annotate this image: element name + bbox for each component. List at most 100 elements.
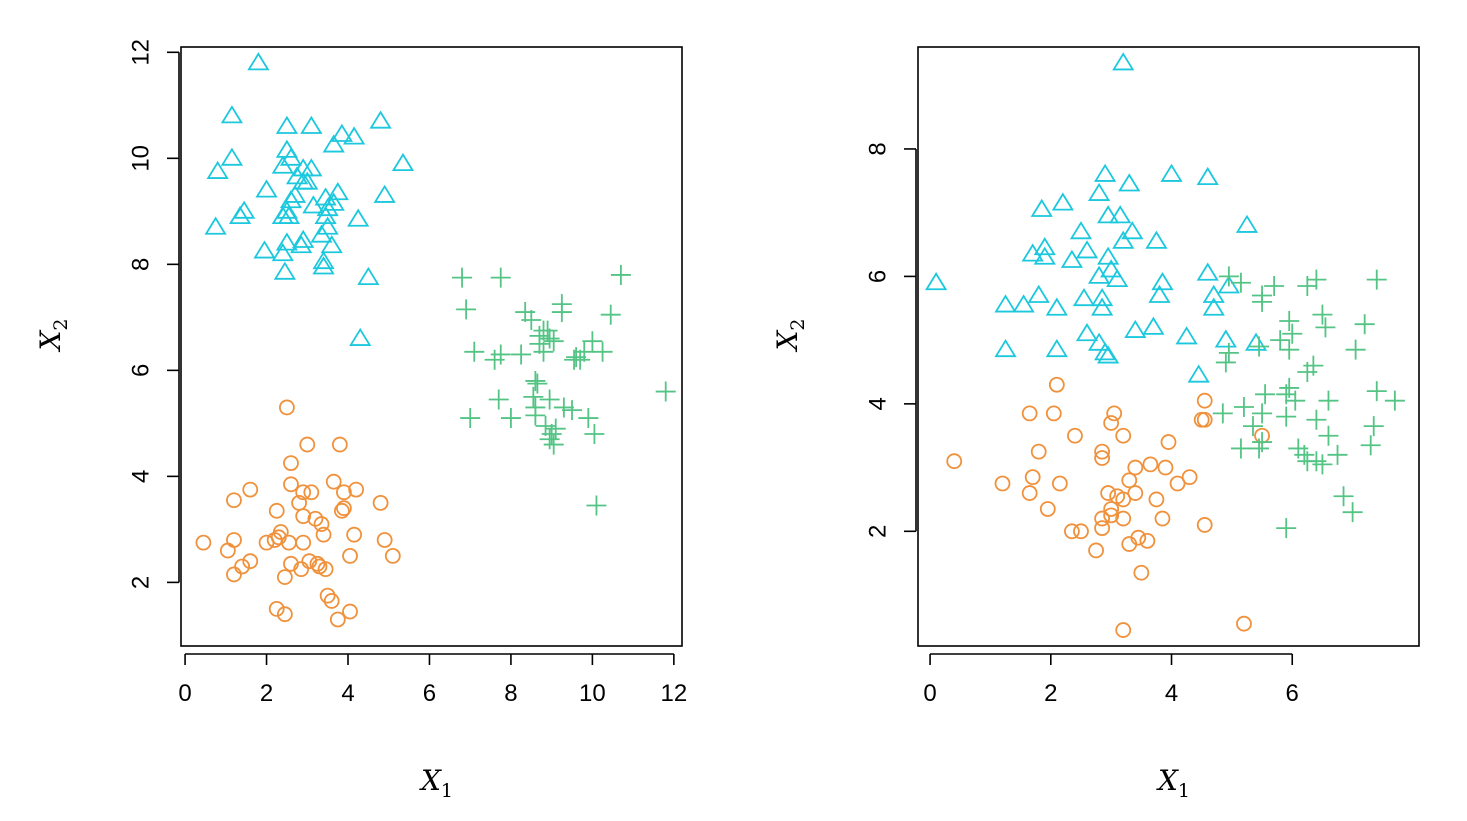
circle-point (1121, 472, 1138, 489)
circle-point (336, 500, 352, 517)
triangle-point (373, 184, 396, 203)
triangle-point (322, 134, 345, 153)
triangle-point (1148, 284, 1171, 303)
triangle-point (326, 182, 349, 201)
circle-point (1094, 510, 1111, 527)
triangle-point (228, 205, 252, 225)
circle-point (1115, 622, 1132, 638)
plus-point (1306, 409, 1327, 430)
plus-point (1212, 403, 1233, 424)
plus-point (1243, 416, 1264, 437)
plus-point (541, 423, 562, 444)
circle-point (1103, 501, 1120, 517)
plus-point (1312, 304, 1333, 325)
triangle-point (1124, 319, 1147, 338)
circle-point (1160, 434, 1177, 450)
triangle-point (1097, 345, 1120, 364)
triangle-point (1160, 163, 1183, 182)
y-tick-label: 10 (128, 145, 155, 172)
circle-point (1196, 517, 1213, 533)
triangle-point (271, 243, 294, 262)
circle-point (268, 600, 285, 617)
x-tick-label: 4 (341, 680, 354, 707)
x-tick-label: 2 (260, 680, 273, 707)
triangle-point (1094, 342, 1117, 361)
plus-point (1264, 275, 1285, 296)
triangle-point (1097, 205, 1120, 224)
circle-point (279, 399, 295, 416)
plus-point (1215, 352, 1236, 373)
plus-point (1230, 438, 1251, 459)
circle-point (1064, 523, 1080, 540)
triangle-point (1112, 230, 1135, 249)
plus-point (539, 328, 560, 349)
circle-point (1142, 456, 1159, 473)
triangle-point (1196, 262, 1219, 281)
triangle-point (220, 147, 244, 166)
triangle-point (273, 261, 296, 280)
plus-point (1297, 361, 1318, 382)
plus-point (490, 267, 511, 288)
plus-point (543, 434, 564, 455)
circle-point (342, 547, 358, 564)
circle-point (234, 558, 250, 575)
plus-point (655, 381, 676, 402)
x-tick-label: 12 (661, 680, 688, 707)
plus-point (1384, 390, 1405, 411)
circle-point (276, 606, 293, 623)
circle-point (1181, 469, 1198, 486)
circle-point (348, 481, 365, 498)
plus-point (525, 370, 546, 391)
circle-point (1094, 520, 1111, 537)
plus-point (1312, 454, 1333, 475)
triangle-point (300, 158, 323, 177)
triangle-point (310, 224, 333, 243)
triangle-point (312, 250, 335, 270)
circle-point (336, 484, 352, 501)
circle-point (1169, 475, 1186, 492)
triangle-point (1033, 246, 1056, 265)
triangle-point (292, 229, 315, 248)
triangle-point (1145, 230, 1168, 249)
circle-point (1039, 501, 1056, 517)
plus-point (1282, 323, 1303, 344)
triangle-point (343, 126, 366, 145)
circle-point (1115, 427, 1132, 444)
circle-point (994, 475, 1011, 492)
triangle-point (1112, 52, 1135, 71)
plus-point (539, 429, 560, 450)
triangle-point (316, 216, 339, 235)
circle-point (1088, 542, 1104, 559)
triangle-point (1087, 265, 1111, 284)
plus-point (488, 389, 509, 410)
circle-point (295, 534, 312, 551)
circle-point (1127, 485, 1144, 501)
plus-point (1233, 397, 1254, 418)
y-tick-label: 2 (128, 576, 155, 589)
plus-point (484, 349, 505, 370)
plus-point (452, 267, 473, 288)
plus-point (543, 331, 564, 352)
triangle-point (1151, 272, 1174, 291)
plus-point (500, 408, 521, 429)
plus-point (1297, 451, 1318, 472)
triangle-point (1187, 364, 1210, 383)
circle-point (1121, 536, 1138, 552)
triangle-point (1075, 240, 1099, 259)
circle-point (1157, 459, 1174, 476)
plus-point (584, 423, 605, 444)
circle-point (376, 532, 393, 548)
triangle-point (247, 52, 270, 71)
x-axis-label-subscript: 1 (441, 780, 453, 802)
triangle-point (1090, 287, 1114, 307)
circle-point (1051, 475, 1068, 492)
circle-point (1024, 469, 1041, 486)
plus-point (1252, 403, 1273, 424)
triangle-point (279, 190, 303, 209)
circle-point (195, 534, 212, 551)
plus-point (592, 341, 613, 362)
circle-point (1067, 427, 1083, 444)
triangle-point (1142, 316, 1165, 335)
y-axis-label-main: X (34, 330, 67, 353)
circle-point (1021, 405, 1038, 422)
